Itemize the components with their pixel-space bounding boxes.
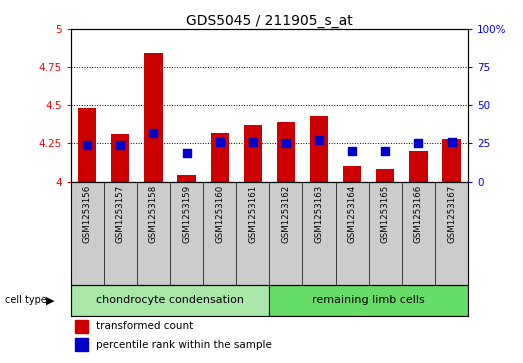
Bar bbox=[376, 169, 394, 182]
Text: GSM1253159: GSM1253159 bbox=[182, 185, 191, 243]
Bar bbox=[75, 338, 88, 351]
Point bbox=[348, 148, 356, 154]
Point bbox=[83, 142, 92, 148]
Point bbox=[149, 130, 157, 136]
Bar bbox=[211, 133, 229, 182]
Bar bbox=[277, 122, 295, 182]
Text: GSM1253157: GSM1253157 bbox=[116, 185, 125, 243]
Point bbox=[414, 140, 423, 146]
Bar bbox=[75, 320, 88, 333]
Point bbox=[215, 139, 224, 145]
Point bbox=[282, 140, 290, 146]
Text: transformed count: transformed count bbox=[96, 321, 194, 331]
Bar bbox=[442, 139, 461, 182]
Bar bbox=[310, 116, 328, 182]
FancyBboxPatch shape bbox=[71, 285, 269, 316]
Point bbox=[116, 142, 124, 148]
Text: GSM1253164: GSM1253164 bbox=[348, 185, 357, 243]
Text: cell type: cell type bbox=[5, 295, 47, 305]
Text: GSM1253165: GSM1253165 bbox=[381, 185, 390, 243]
Point bbox=[248, 139, 257, 145]
Text: GSM1253167: GSM1253167 bbox=[447, 185, 456, 243]
Text: GSM1253166: GSM1253166 bbox=[414, 185, 423, 243]
Text: remaining limb cells: remaining limb cells bbox=[312, 295, 425, 305]
Point bbox=[381, 148, 390, 154]
Text: percentile rank within the sample: percentile rank within the sample bbox=[96, 339, 272, 350]
Text: chondrocyte condensation: chondrocyte condensation bbox=[96, 295, 244, 305]
Point bbox=[315, 138, 323, 143]
Text: GSM1253163: GSM1253163 bbox=[314, 185, 324, 243]
Text: GSM1253160: GSM1253160 bbox=[215, 185, 224, 243]
Text: GSM1253156: GSM1253156 bbox=[83, 185, 92, 243]
Text: ▶: ▶ bbox=[46, 295, 54, 305]
Text: GSM1253158: GSM1253158 bbox=[149, 185, 158, 243]
Bar bbox=[111, 134, 129, 182]
Bar bbox=[177, 175, 196, 182]
Title: GDS5045 / 211905_s_at: GDS5045 / 211905_s_at bbox=[186, 14, 353, 28]
Point bbox=[447, 139, 456, 145]
Bar bbox=[78, 108, 96, 182]
FancyBboxPatch shape bbox=[269, 285, 468, 316]
Point bbox=[183, 150, 191, 155]
Text: GSM1253162: GSM1253162 bbox=[281, 185, 290, 243]
Bar bbox=[343, 166, 361, 182]
Bar bbox=[244, 125, 262, 182]
Bar bbox=[410, 151, 427, 182]
Bar bbox=[144, 53, 163, 181]
Text: GSM1253161: GSM1253161 bbox=[248, 185, 257, 243]
